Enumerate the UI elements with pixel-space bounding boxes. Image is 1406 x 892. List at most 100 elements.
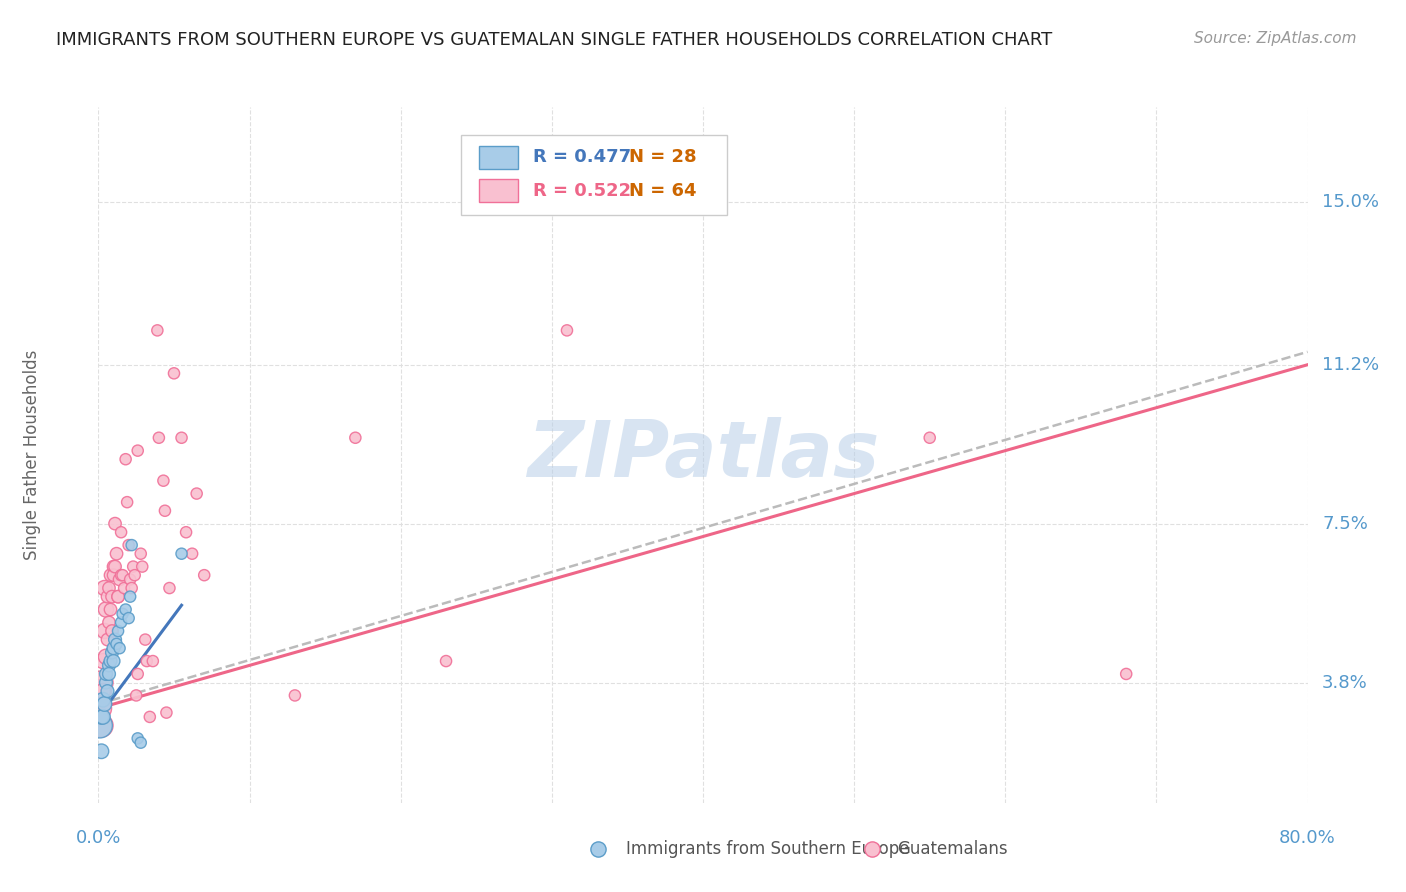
Point [96,590,118,604]
Text: ZIPatlas: ZIPatlas [527,417,879,493]
Point [918,431,941,445]
Point [104,559,127,574]
Text: 3.8%: 3.8% [1322,673,1368,691]
Point [103,641,125,656]
Point [103,654,125,668]
Point [110,525,132,540]
Text: Single Father Households: Single Father Households [22,350,41,560]
Point [129,547,152,561]
Point [101,624,124,638]
Text: R = 0.477: R = 0.477 [533,148,631,167]
Point [112,581,135,595]
Point [127,731,149,746]
Point [118,611,141,625]
Point [163,367,186,381]
Point [344,431,367,445]
Point [120,590,142,604]
Point [122,559,145,574]
Point [91,710,114,724]
Point [103,559,125,574]
Bar [479,146,517,169]
Point [125,689,148,703]
Point [101,590,124,604]
Point [586,842,609,856]
Point [111,607,134,621]
Point [108,641,131,656]
Point [98,581,121,595]
Point [93,624,115,638]
Text: 0.0%: 0.0% [76,829,121,847]
Point [91,684,114,698]
Point [90,710,112,724]
Text: Guatemalans: Guatemalans [897,840,1008,858]
Point [89,718,111,732]
Text: R = 0.522: R = 0.522 [533,182,631,200]
Point [89,684,111,698]
Point [284,689,307,703]
Point [94,675,117,690]
Point [155,706,177,720]
Point [555,323,578,337]
Point [98,658,121,673]
Text: N = 64: N = 64 [630,182,697,200]
Point [105,547,128,561]
Text: N = 28: N = 28 [630,148,697,167]
Point [115,495,138,509]
Point [100,568,122,582]
Point [93,697,115,711]
Point [94,649,117,664]
Point [96,684,118,698]
Point [90,744,112,758]
Point [135,654,157,668]
Point [107,590,129,604]
Point [174,525,197,540]
Point [96,632,118,647]
Text: Immigrants from Southern Europe: Immigrants from Southern Europe [626,840,910,858]
Point [94,602,117,616]
Point [142,654,165,668]
Text: 11.2%: 11.2% [1322,356,1379,374]
Point [127,443,149,458]
Point [148,431,170,445]
Point [170,547,193,561]
Point [114,602,136,616]
Point [105,637,128,651]
Point [90,718,112,732]
Point [121,538,143,552]
Point [139,710,162,724]
Point [98,615,121,630]
Point [107,624,129,638]
Point [104,516,127,531]
Bar [479,179,517,202]
Point [101,645,124,659]
Point [131,559,153,574]
Point [146,323,169,337]
Point [93,581,115,595]
Point [108,573,131,587]
Point [129,736,152,750]
Point [181,547,204,561]
Bar [461,135,727,215]
Point [103,568,125,582]
Point [110,568,132,582]
Point [120,573,142,587]
Point [94,667,117,681]
Point [100,654,122,668]
Point [107,590,129,604]
Point [91,654,114,668]
Text: Source: ZipAtlas.com: Source: ZipAtlas.com [1194,31,1357,46]
Text: 15.0%: 15.0% [1322,193,1379,211]
Point [127,667,149,681]
Point [159,581,181,595]
Point [90,675,112,690]
Point [98,667,121,681]
Point [89,701,111,715]
Point [104,632,127,647]
Point [1115,667,1137,681]
Point [111,568,134,582]
Point [121,581,143,595]
Point [100,602,122,616]
Point [118,538,141,552]
Point [860,842,883,856]
Point [193,568,215,582]
